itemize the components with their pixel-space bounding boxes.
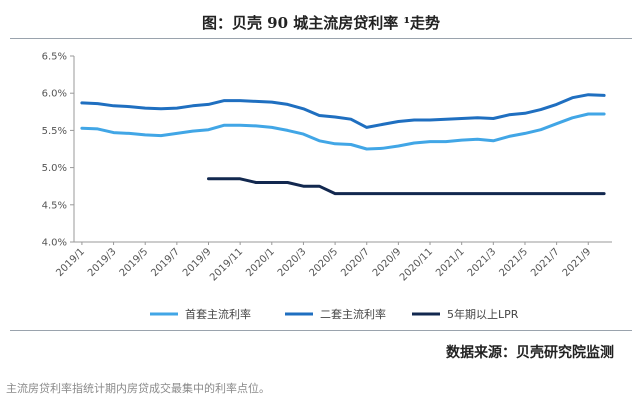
legend-label-2: 二套主流利率	[320, 307, 386, 321]
series-line-2	[80, 93, 606, 129]
x-tick-label: 2020/7	[339, 246, 372, 279]
y-tick-label: 4.5%	[42, 200, 67, 211]
series-line-3	[207, 177, 606, 196]
chart-axes: 4.0%4.5%5.0%5.5%6.0%6.5%2019/12019/32019…	[42, 52, 612, 283]
series-line-1	[80, 112, 606, 151]
y-tick-label: 5.5%	[42, 126, 67, 137]
y-tick-label: 6.0%	[42, 89, 67, 100]
x-tick-label: 2019/1	[54, 246, 87, 279]
x-tick-label: 2019/3	[86, 246, 119, 279]
x-tick-label: 2021/7	[529, 246, 562, 279]
bottom-divider	[10, 330, 632, 331]
chart-series	[80, 93, 606, 196]
legend-label-1: 首套主流利率	[185, 307, 251, 321]
x-tick-label: 2019/5	[118, 246, 151, 279]
x-tick-label: 2020/5	[308, 246, 341, 279]
data-source: 数据来源：贝壳研究院监测	[446, 345, 614, 361]
chart-title: 图：贝壳 90 城主流房贷利率 ¹走势	[201, 14, 441, 32]
x-tick-label: 2019/7	[149, 246, 182, 279]
y-tick-label: 6.5%	[42, 52, 67, 63]
x-tick-label: 2020/11	[398, 246, 435, 283]
legend-label-3: 5年期以上LPR	[447, 307, 519, 321]
line-chart: 4.0%4.5%5.0%5.5%6.0%6.5%2019/12019/32019…	[42, 52, 612, 321]
x-tick-label: 2021/5	[497, 246, 530, 279]
x-tick-label: 2021/1	[434, 246, 467, 279]
x-tick-label: 2020/1	[244, 246, 277, 279]
footnote: 主流房贷利率指统计期内房贷成交最集中的利率点位。	[6, 382, 270, 395]
x-tick-label: 2021/9	[561, 246, 594, 279]
y-tick-label: 4.0%	[42, 238, 67, 249]
x-tick-label: 2019/11	[208, 246, 245, 283]
y-tick-label: 5.0%	[42, 163, 67, 174]
x-tick-label: 2021/3	[466, 246, 499, 279]
chart-legend: 首套主流利率 二套主流利率 5年期以上LPR	[150, 307, 519, 321]
x-tick-label: 2020/3	[276, 246, 309, 279]
top-divider	[10, 38, 632, 39]
